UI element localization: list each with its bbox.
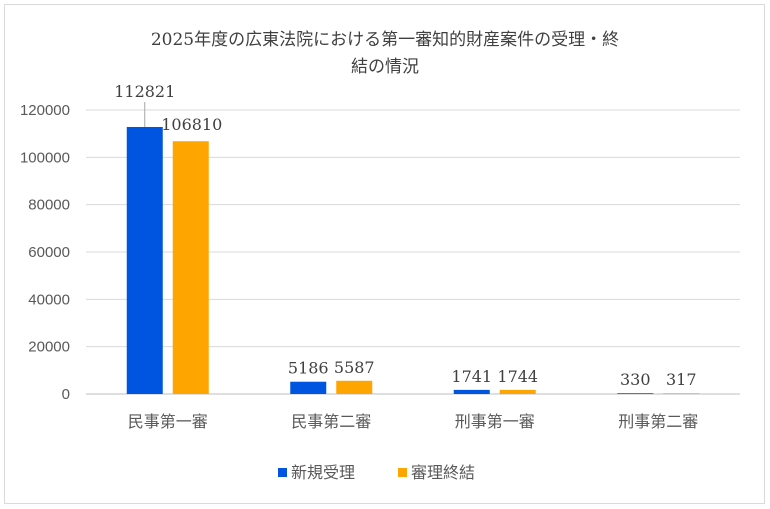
bar-received: [617, 393, 654, 394]
y-tick-label: 0: [62, 386, 70, 403]
bar-concluded: [499, 389, 536, 394]
bar-received: [453, 389, 490, 394]
data-label: 317: [666, 370, 697, 389]
x-axis: 民事第一審 民事第二審 刑事第一審 刑事第二審: [128, 412, 699, 431]
x-category-label: 刑事第二審: [618, 412, 698, 431]
y-tick-label: 120000: [20, 102, 70, 119]
data-label: 5587: [334, 358, 375, 377]
x-category-label: 民事第一審: [128, 412, 208, 431]
bar-concluded: [663, 393, 700, 394]
legend-label-received: 新規受理: [291, 463, 355, 482]
bar-received: [290, 381, 327, 394]
legend-swatch-received: [278, 468, 287, 477]
bar-concluded: [172, 141, 209, 394]
bar-received: [126, 126, 163, 395]
x-category-label: 民事第二審: [291, 412, 371, 431]
data-label: 5186: [288, 359, 329, 378]
bar-concluded: [336, 380, 373, 394]
data-label: 1744: [497, 367, 538, 386]
chart-title-line-1: 2025年度の広東法院における第一審知的財産案件の受理・終: [151, 30, 619, 50]
data-label: 1741: [451, 367, 492, 386]
data-labels: 112821 106810 5186 5587 1741 1744 330 317: [114, 82, 696, 389]
legend-swatch-concluded: [398, 468, 407, 477]
legend-label-concluded: 審理終結: [411, 463, 475, 482]
chart-title-line-2: 結の情況: [351, 57, 419, 77]
y-axis: 0 20000 40000 60000 80000 100000 120000: [20, 102, 70, 403]
chart-title: 2025年度の広東法院における第一審知的財産案件の受理・終 結の情況: [151, 30, 619, 77]
y-tick-label: 80000: [28, 197, 70, 214]
bars: [126, 126, 700, 395]
y-tick-label: 40000: [28, 291, 70, 308]
y-tick-label: 100000: [20, 149, 70, 166]
y-tick-label: 20000: [28, 339, 70, 356]
y-tick-label: 60000: [28, 244, 70, 261]
x-category-label: 刑事第一審: [455, 412, 535, 431]
data-label: 330: [620, 370, 651, 389]
data-label: 112821: [114, 82, 175, 101]
legend: 新規受理 審理終結: [278, 463, 475, 482]
data-label: 106810: [161, 115, 222, 134]
